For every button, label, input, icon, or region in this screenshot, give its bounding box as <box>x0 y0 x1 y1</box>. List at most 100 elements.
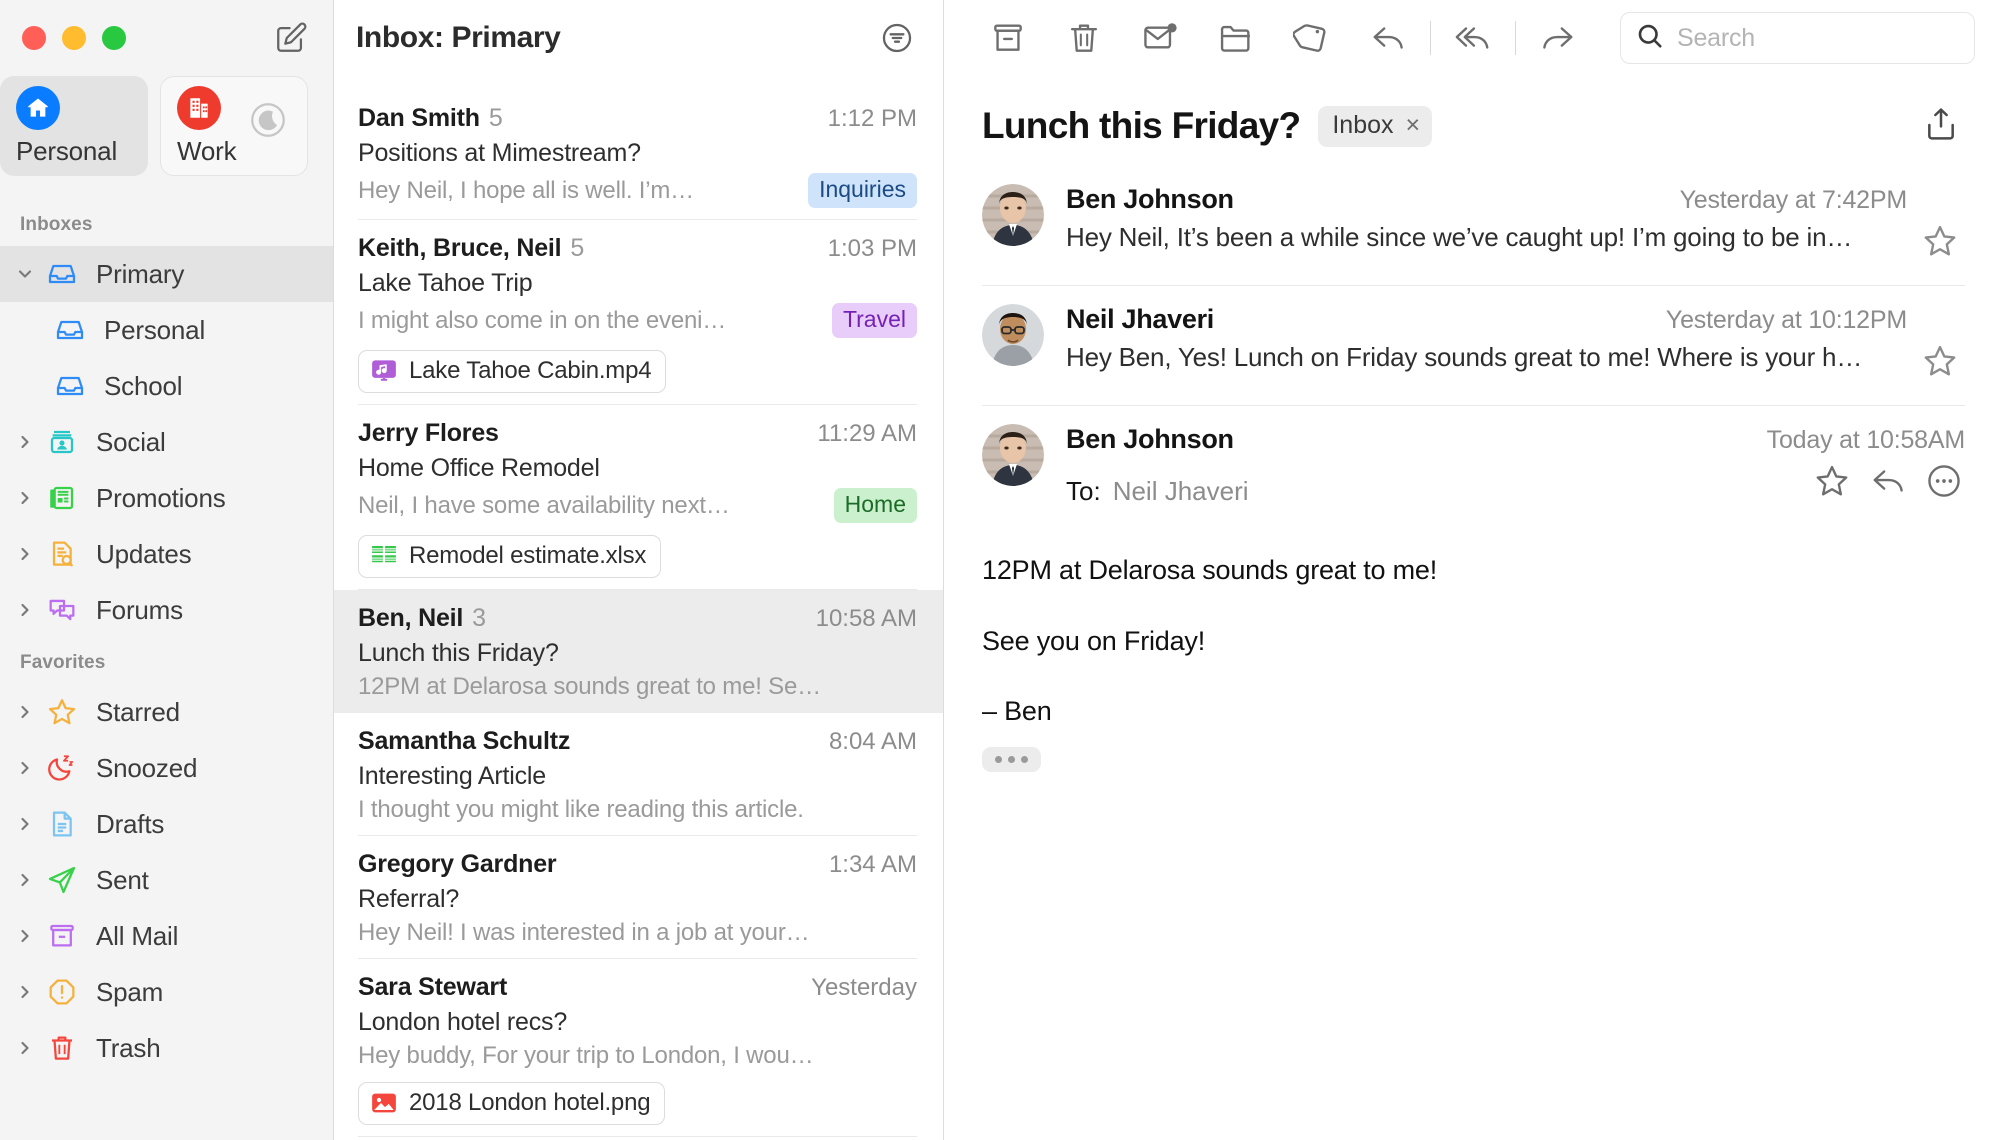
search-input[interactable]: Search <box>1620 12 1975 64</box>
sidebar-item-starred[interactable]: Starred <box>0 684 333 740</box>
message-row[interactable]: Dan Smith 5 1:12 PM Positions at Mimestr… <box>334 90 943 220</box>
sidebar-item-promotions[interactable]: Promotions <box>0 470 333 526</box>
sidebar-item-label: Drafts <box>96 808 165 839</box>
chevron-right-icon[interactable] <box>8 702 42 722</box>
trash-icon[interactable] <box>1046 10 1122 66</box>
sidebar-item-drafts[interactable]: Drafts <box>0 796 333 852</box>
message-subject: Referral? <box>358 885 460 913</box>
sidebar-item-all-mail[interactable]: All Mail <box>0 908 333 964</box>
image-icon <box>369 1088 399 1118</box>
attachment-name: Remodel estimate.xlsx <box>409 542 647 569</box>
message-row[interactable]: Gregory Gardner 1:34 AM Referral? Hey Ne… <box>334 836 943 959</box>
sidebar-item-snoozed[interactable]: Snoozed <box>0 740 333 796</box>
account-label: Personal <box>16 135 118 166</box>
sidebar-item-personal[interactable]: Personal <box>0 302 333 358</box>
sidebar-item-school[interactable]: School <box>0 358 333 414</box>
sidebar-item-label: School <box>104 370 183 401</box>
star-icon[interactable] <box>1813 462 1853 502</box>
chevron-right-icon[interactable] <box>8 432 42 452</box>
thread-date: Yesterday at 10:12PM <box>1665 306 1907 334</box>
filter-icon[interactable] <box>877 18 917 58</box>
page-title: Inbox: Primary <box>356 21 561 54</box>
show-trimmed-content-button[interactable] <box>982 746 1041 772</box>
thread-message-body: Ben Johnson Yesterday at 7:42PM Hey Neil… <box>1066 184 1907 253</box>
to-recipient: Neil Jhaveri <box>1112 476 1249 506</box>
account-switcher: Personal <box>0 76 333 190</box>
message-sender: Ben, Neil <box>358 604 464 632</box>
star-icon[interactable] <box>1921 184 1965 265</box>
sidebar-item-sent[interactable]: Sent <box>0 852 333 908</box>
account-personal[interactable]: Personal <box>0 76 148 176</box>
reader-subject: Lunch this Friday? <box>982 105 1301 146</box>
reply-icon[interactable] <box>1350 10 1426 66</box>
chevron-right-icon[interactable] <box>8 600 42 620</box>
expand-icon[interactable] <box>1921 104 1965 148</box>
folder-icon[interactable] <box>1198 10 1274 66</box>
chevron-right-icon[interactable] <box>8 1038 42 1058</box>
minimize-button[interactable] <box>62 26 86 50</box>
close-icon[interactable]: × <box>1405 110 1421 139</box>
sidebar-item-forums[interactable]: Forums <box>0 582 333 638</box>
trash-icon <box>42 1032 82 1064</box>
chevron-right-icon[interactable] <box>8 758 42 778</box>
account-work[interactable]: Work <box>160 76 308 176</box>
mark-unread-icon[interactable] <box>1122 10 1198 66</box>
label-chip-inbox[interactable]: Inbox × <box>1318 105 1433 147</box>
reply-icon[interactable] <box>1869 462 1909 502</box>
chevron-right-icon[interactable] <box>8 982 42 1002</box>
sidebar-item-trash[interactable]: Trash <box>0 1020 333 1076</box>
sidebar-item-label: Social <box>96 426 166 457</box>
attachment-chip[interactable]: Remodel estimate.xlsx <box>358 535 662 578</box>
sidebar-item-label: All Mail <box>96 920 179 951</box>
attachment-name: 2018 London hotel.png <box>409 1089 651 1116</box>
chevron-right-icon[interactable] <box>8 814 42 834</box>
forward-icon[interactable] <box>1520 10 1596 66</box>
maximize-button[interactable] <box>102 26 126 50</box>
sidebar-item-label: Starred <box>96 696 180 727</box>
chevron-right-icon[interactable] <box>8 926 42 946</box>
reply-all-icon[interactable] <box>1435 10 1511 66</box>
chevron-right-icon[interactable] <box>8 488 42 508</box>
tag-icon[interactable] <box>1274 10 1350 66</box>
message-row[interactable]: Keith, Bruce, Neil 5 1:03 PM Lake Tahoe … <box>334 220 943 405</box>
thread-message-body: Ben Johnson Today at 10:58AM To: Neil Jh… <box>1066 424 1965 507</box>
message-time: 1:03 PM <box>827 235 917 262</box>
message-tag[interactable]: Inquiries <box>808 173 917 208</box>
message-snippet: I thought you might like reading this ar… <box>358 796 804 823</box>
compose-icon[interactable] <box>271 18 311 58</box>
message-list-scroll[interactable]: Dan Smith 5 1:12 PM Positions at Mimestr… <box>334 76 943 1140</box>
message-row[interactable]: Jerry Flores 11:29 AM Home Office Remode… <box>334 405 943 590</box>
message-sender: Dan Smith <box>358 104 480 132</box>
message-tag[interactable]: Travel <box>831 303 917 338</box>
attachment-chip[interactable]: 2018 London hotel.png <box>358 1082 666 1125</box>
thread-message-collapsed[interactable]: Neil Jhaveri Yesterday at 10:12PM Hey Be… <box>982 286 1965 406</box>
attachment-chip[interactable]: Lake Tahoe Cabin.mp4 <box>358 350 667 393</box>
sidebar-item-primary[interactable]: Primary <box>0 246 333 302</box>
thread-message-expanded[interactable]: Ben Johnson Today at 10:58AM To: Neil Jh… <box>982 406 1965 527</box>
thread-message-collapsed[interactable]: Ben Johnson Yesterday at 7:42PM Hey Neil… <box>982 166 1965 286</box>
message-tag[interactable]: Home <box>833 488 917 523</box>
search-placeholder: Search <box>1677 23 1756 52</box>
message-time: 10:58 AM <box>815 605 917 632</box>
message-row[interactable]: Ben, Neil 3 10:58 AM Lunch this Friday? … <box>334 590 943 713</box>
message-time: Yesterday <box>811 974 917 1001</box>
sidebar-item-spam[interactable]: Spam <box>0 964 333 1020</box>
sidebar-item-social[interactable]: Social <box>0 414 333 470</box>
message-row[interactable]: Samantha Schultz 8:04 AM Interesting Art… <box>334 713 943 836</box>
close-button[interactable] <box>22 26 46 50</box>
chevron-right-icon[interactable] <box>8 870 42 890</box>
forums-icon <box>42 594 82 626</box>
body-paragraph: See you on Friday! <box>982 625 1206 656</box>
do-not-disturb-icon[interactable] <box>247 99 291 143</box>
chevron-right-icon[interactable] <box>8 544 42 564</box>
more-icon[interactable] <box>1925 462 1965 502</box>
star-icon[interactable] <box>1921 304 1965 385</box>
thread-message-body: Neil Jhaveri Yesterday at 10:12PM Hey Be… <box>1066 304 1907 373</box>
sidebar-item-updates[interactable]: Updates <box>0 526 333 582</box>
message-row[interactable]: Sara Stewart Yesterday London hotel recs… <box>334 959 943 1137</box>
message-snippet: Hey buddy, For your trip to London, I wo… <box>358 1042 814 1069</box>
archive-icon[interactable] <box>970 10 1046 66</box>
section-label-favorites: Favorites <box>20 652 106 673</box>
chevron-down-icon[interactable] <box>8 264 42 284</box>
